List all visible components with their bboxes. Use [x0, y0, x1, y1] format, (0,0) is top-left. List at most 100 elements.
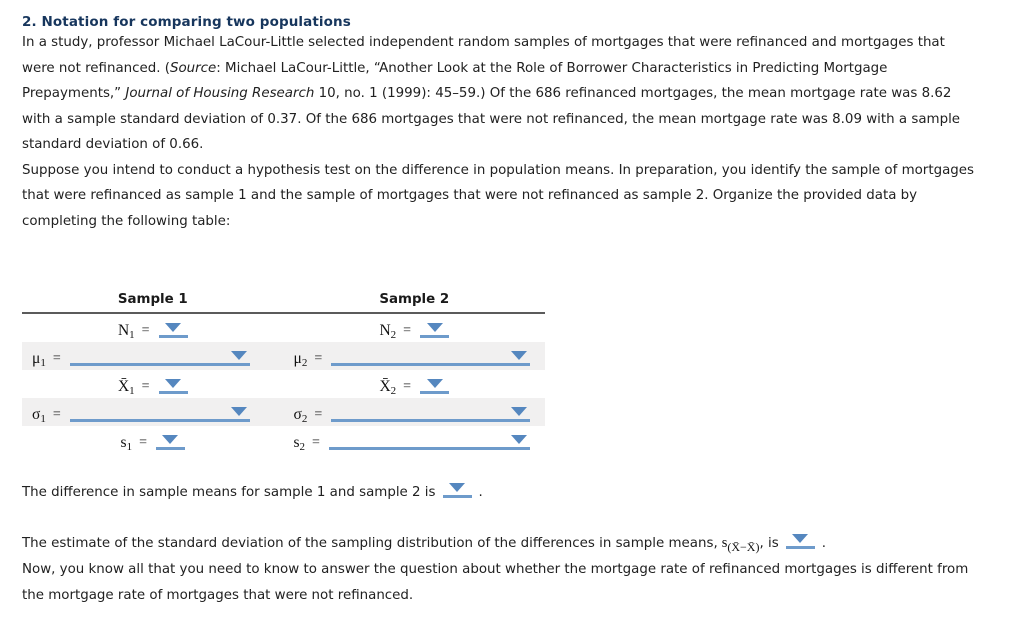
- dropdown-arrow-icon: [230, 351, 247, 360]
- intro-run-source-italic: Source: [169, 60, 217, 76]
- sample2-header: Sample 2: [379, 292, 450, 307]
- mu2-label: μ2: [293, 349, 308, 369]
- cell-mu1: μ1 =: [22, 349, 284, 369]
- equals-sign: =: [141, 323, 150, 338]
- subscript: 2: [299, 440, 306, 453]
- instruction-paragraph: Suppose you intend to conduct a hypothes…: [22, 162, 974, 229]
- table-row-sigma: σ1 = σ2 =: [22, 398, 545, 426]
- dropdown-arrow-icon: [792, 534, 809, 543]
- equals-sign: =: [141, 379, 150, 394]
- subscript: 2: [390, 384, 397, 397]
- difference-sentence-text: The difference in sample means for sampl…: [22, 485, 436, 500]
- table-row-xbar: X̄1 = X̄2 =: [22, 370, 545, 398]
- mu1-answer-dropdown[interactable]: [69, 351, 250, 366]
- subscript: 1: [129, 384, 135, 397]
- dropdown-arrow-icon: [230, 407, 247, 416]
- equals-sign: =: [403, 323, 412, 338]
- xbar2-answer-dropdown[interactable]: [420, 379, 450, 394]
- dropdown-arrow-icon: [165, 379, 182, 388]
- s2-answer-dropdown[interactable]: [328, 435, 530, 450]
- s1-answer-dropdown[interactable]: [155, 435, 185, 450]
- std-dev-sentence-mid: , is: [759, 536, 779, 551]
- equals-sign: =: [403, 379, 412, 394]
- dropdown-arrow-icon: [162, 435, 179, 444]
- dropdown-arrow-icon: [449, 483, 466, 492]
- subscript: 2: [301, 412, 308, 425]
- intro-run-1: In a study, professor Michael LaCour-Lit…: [22, 35, 945, 76]
- table-row-mu: μ1 = μ2 =: [22, 342, 545, 370]
- subscript: 1: [40, 356, 46, 369]
- cell-s1: s1 =: [22, 433, 284, 453]
- mu1-label: μ1: [32, 349, 46, 369]
- sampling-sd-notation: s(X̄−X̄): [721, 535, 760, 554]
- difference-answer-dropdown[interactable]: [442, 483, 472, 498]
- table-header-row: Sample 1 Sample 2: [22, 292, 545, 312]
- dropdown-arrow-icon: [165, 323, 182, 332]
- equals-sign: =: [312, 435, 320, 450]
- symbol-sigma: σ: [32, 405, 41, 423]
- cell-s2: s2 =: [284, 433, 546, 453]
- page-title: 2. Notation for comparing two population…: [22, 14, 351, 30]
- cell-n1: N1 =: [22, 321, 284, 341]
- table-row-s: s1 = s2 =: [22, 426, 545, 454]
- notation-table: Sample 1 Sample 2 N1 = N2 = μ1 = μ2 =: [22, 292, 545, 454]
- dropdown-arrow-icon: [511, 435, 527, 444]
- std-dev-sentence-text: The estimate of the standard deviation o…: [22, 536, 718, 551]
- n1-label: N1: [117, 321, 135, 341]
- equals-sign: =: [52, 351, 61, 366]
- symbol-s: s: [293, 433, 300, 451]
- cell-xbar1: X̄1 =: [22, 377, 284, 397]
- closing-paragraph: Now, you know all that you need to know …: [22, 562, 969, 603]
- sigma1-answer-dropdown[interactable]: [69, 407, 250, 422]
- std-dev-sentence-period: .: [821, 536, 826, 551]
- symbol-s: s: [120, 433, 127, 451]
- n1-answer-dropdown[interactable]: [158, 323, 188, 338]
- s1-label: s1: [120, 433, 133, 453]
- xbar1-label: X̄1: [117, 377, 135, 397]
- notation-subscript: (X̄−X̄): [727, 540, 760, 554]
- symbol-xbar: X̄: [117, 377, 130, 395]
- sigma2-label: σ2: [293, 405, 308, 425]
- symbol-mu: μ: [293, 349, 302, 367]
- mu2-answer-dropdown[interactable]: [331, 351, 530, 366]
- subscript: 1: [129, 328, 135, 341]
- n2-answer-dropdown[interactable]: [420, 323, 450, 338]
- subscript: 2: [390, 328, 397, 341]
- dropdown-arrow-icon: [511, 351, 527, 360]
- subscript: 1: [40, 412, 46, 425]
- s2-label: s2: [293, 433, 306, 453]
- subscript: 1: [126, 440, 133, 453]
- std-dev-answer-dropdown[interactable]: [785, 534, 815, 549]
- cell-sigma2: σ2 =: [284, 405, 546, 425]
- difference-sentence: The difference in sample means for sampl…: [22, 480, 994, 506]
- symbol-n: N: [379, 321, 391, 339]
- subscript: 2: [301, 356, 308, 369]
- equals-sign: =: [314, 407, 323, 422]
- intro-paragraph: In a study, professor Michael LaCour-Lit…: [22, 30, 976, 158]
- cell-mu2: μ2 =: [284, 349, 546, 369]
- cell-sigma1: σ1 =: [22, 405, 284, 425]
- notation-base: s: [721, 535, 728, 551]
- table-header-rule: [22, 312, 545, 314]
- n2-label: N2: [379, 321, 397, 341]
- intro-run-journal-italic: Journal of Housing Research: [125, 86, 315, 101]
- equals-sign: =: [314, 351, 323, 366]
- symbol-n: N: [117, 321, 130, 339]
- equals-sign: =: [52, 407, 61, 422]
- equals-sign: =: [139, 435, 147, 450]
- symbol-sigma: σ: [293, 405, 302, 423]
- difference-sentence-period: .: [478, 485, 483, 500]
- std-dev-sentence: The estimate of the standard deviation o…: [22, 530, 994, 557]
- cell-xbar2: X̄2 =: [284, 378, 546, 397]
- symbol-mu: μ: [32, 349, 41, 367]
- intro-run-2: : Michael LaCour-Little, “Another Look a…: [22, 60, 888, 102]
- xbar1-answer-dropdown[interactable]: [158, 379, 188, 394]
- dropdown-arrow-icon: [426, 323, 443, 332]
- cell-n2: N2 =: [284, 321, 546, 341]
- dropdown-arrow-icon: [511, 407, 527, 416]
- sigma1-label: σ1: [32, 405, 46, 425]
- xbar2-label: X̄2: [379, 378, 397, 397]
- sample1-header: Sample 1: [117, 292, 188, 307]
- sigma2-answer-dropdown[interactable]: [331, 407, 530, 422]
- intro-run-3: 10, no. 1 (1999): 45–59.) Of the 686 ref…: [22, 86, 961, 152]
